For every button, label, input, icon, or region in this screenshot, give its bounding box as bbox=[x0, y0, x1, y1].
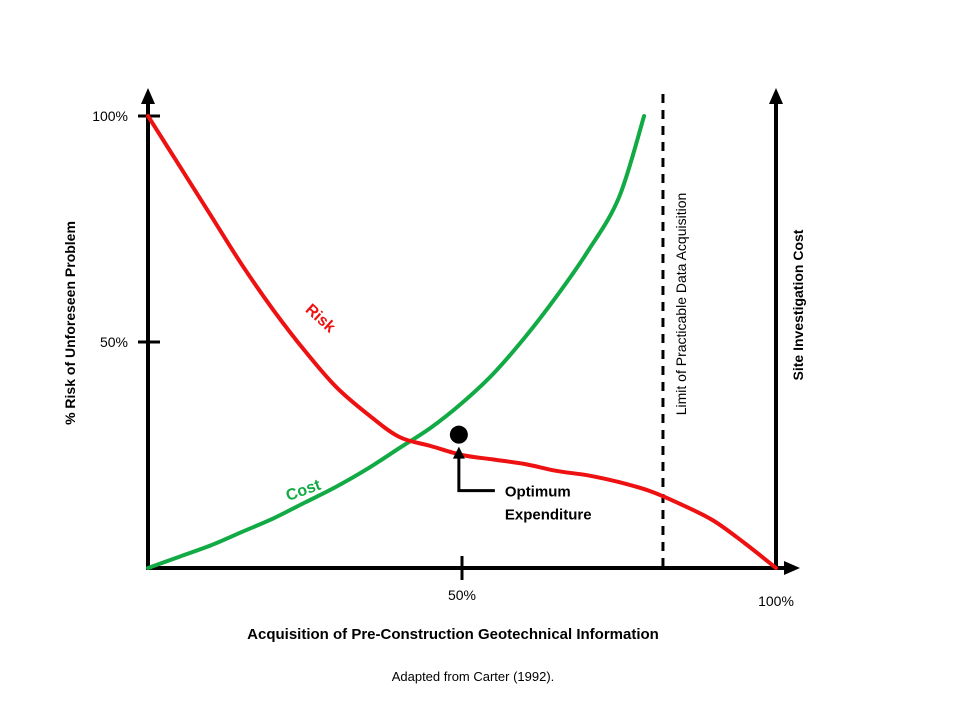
limit-reference-label: Limit of Practicable Data Acquisition bbox=[673, 193, 689, 416]
optimum-label-line1: Optimum bbox=[505, 484, 571, 501]
risk-series-label: Risk bbox=[302, 301, 339, 336]
cost-series-label: Cost bbox=[284, 476, 324, 504]
ticks: 50% 100% 50% 100% bbox=[92, 108, 794, 609]
y-tick-label-50: 50% bbox=[100, 334, 128, 350]
cost-series-line bbox=[146, 114, 647, 570]
x-axis-title: Acquisition of Pre-Construction Geotechn… bbox=[247, 626, 659, 643]
y-tick-label-100: 100% bbox=[92, 108, 128, 124]
optimum-point-marker bbox=[449, 425, 468, 444]
x-axis-arrowhead bbox=[784, 561, 800, 575]
y-axis-right-title: Site Investigation Cost bbox=[790, 229, 806, 380]
y-axis-left-arrowhead bbox=[141, 88, 155, 104]
y-axis-right-arrowhead bbox=[769, 88, 783, 104]
optimum-callout-arrowhead bbox=[452, 446, 465, 459]
axes bbox=[141, 88, 800, 575]
x-tick-label-100: 100% bbox=[758, 593, 794, 609]
optimum-callout-arrow bbox=[457, 456, 495, 493]
optimum-label-line2: Expenditure bbox=[505, 507, 592, 524]
x-tick-label-50: 50% bbox=[448, 587, 476, 603]
y-axis-left-title: % Risk of Unforeseen Problem bbox=[62, 221, 78, 425]
source-caption: Adapted from Carter (1992). bbox=[392, 669, 555, 684]
